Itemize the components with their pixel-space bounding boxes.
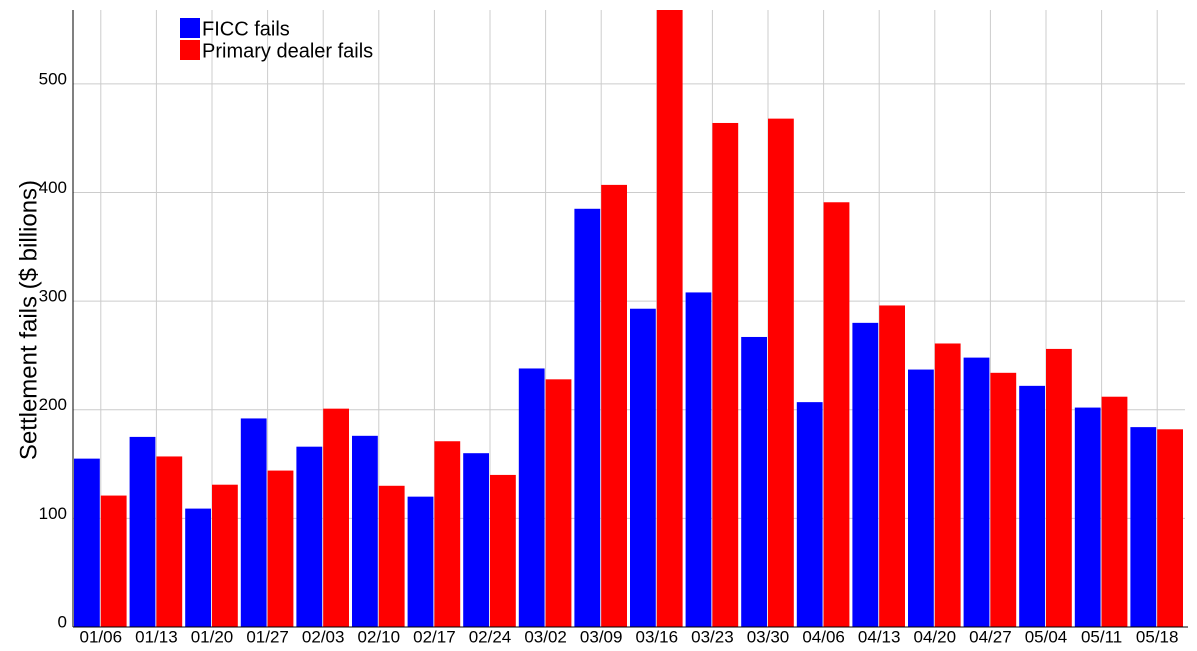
- x-tick-label: 05/18: [1136, 627, 1179, 646]
- bar: [768, 118, 794, 627]
- bar: [852, 322, 879, 627]
- bar: [463, 453, 489, 627]
- x-tick-label: 01/13: [135, 627, 178, 646]
- bar: [934, 343, 961, 627]
- bar: [407, 496, 434, 627]
- y-tick-label: 300: [39, 287, 67, 306]
- bar: [1046, 348, 1072, 627]
- bar: [434, 441, 461, 627]
- x-tick-label: 04/20: [914, 627, 957, 646]
- legend-swatch: [180, 40, 200, 60]
- bar: [908, 369, 934, 627]
- y-tick-label: 400: [39, 178, 67, 197]
- bar: [74, 458, 100, 627]
- x-tick-label: 04/27: [969, 627, 1012, 646]
- bar: [1130, 427, 1157, 627]
- bar: [879, 305, 905, 627]
- y-tick-label: 500: [39, 69, 67, 88]
- bar: [156, 456, 183, 627]
- bar: [1157, 429, 1183, 627]
- bar: [296, 446, 323, 627]
- bar: [741, 336, 767, 627]
- x-tick-label: 04/13: [858, 627, 901, 646]
- x-tick-label: 04/06: [802, 627, 845, 646]
- bar: [185, 508, 211, 627]
- bar: [240, 418, 267, 627]
- x-tick-label: 05/11: [1081, 627, 1122, 646]
- bar: [212, 484, 238, 627]
- legend-label: FICC fails: [202, 18, 290, 40]
- bar: [656, 10, 683, 627]
- bar: [352, 435, 378, 627]
- bar: [601, 184, 627, 627]
- y-tick-label: 200: [39, 395, 67, 414]
- x-tick-label: 02/10: [358, 627, 401, 646]
- x-tick-label: 01/20: [191, 627, 234, 646]
- legend-swatch: [180, 18, 200, 38]
- x-tick-label: 02/17: [413, 627, 456, 646]
- x-tick-label: 03/30: [747, 627, 790, 646]
- x-tick-label: 05/04: [1025, 627, 1068, 646]
- x-tick-label: 02/03: [302, 627, 345, 646]
- x-tick-label: 03/23: [691, 627, 734, 646]
- x-tick-label: 03/16: [636, 627, 679, 646]
- bar: [378, 485, 405, 627]
- bar: [990, 372, 1017, 627]
- bar: [267, 470, 294, 627]
- bar: [323, 408, 349, 627]
- legend-label: Primary dealer fails: [202, 40, 373, 62]
- bar: [630, 308, 656, 627]
- x-tick-label: 01/27: [246, 627, 289, 646]
- bar: [490, 474, 516, 627]
- x-tick-label: 03/02: [524, 627, 567, 646]
- x-tick-label: 03/09: [580, 627, 623, 646]
- x-tick-label: 02/24: [469, 627, 512, 646]
- bar: [796, 402, 823, 627]
- bar: [129, 436, 156, 627]
- bar: [100, 495, 127, 627]
- y-tick-label: 100: [39, 504, 67, 523]
- bar: [963, 357, 990, 627]
- bar: [823, 202, 850, 627]
- bar: [1074, 407, 1101, 627]
- y-tick-label: 0: [58, 612, 67, 631]
- bar: [712, 122, 739, 627]
- bar: [574, 208, 601, 627]
- bar: [545, 379, 572, 627]
- bar: [1019, 385, 1045, 627]
- bar: [685, 292, 712, 627]
- x-tick-label: 01/06: [80, 627, 123, 646]
- plot-area: [73, 10, 1185, 627]
- y-axis-label: Settlement fails ($ billions): [15, 180, 42, 460]
- bar: [518, 368, 545, 627]
- bar: [1101, 396, 1128, 627]
